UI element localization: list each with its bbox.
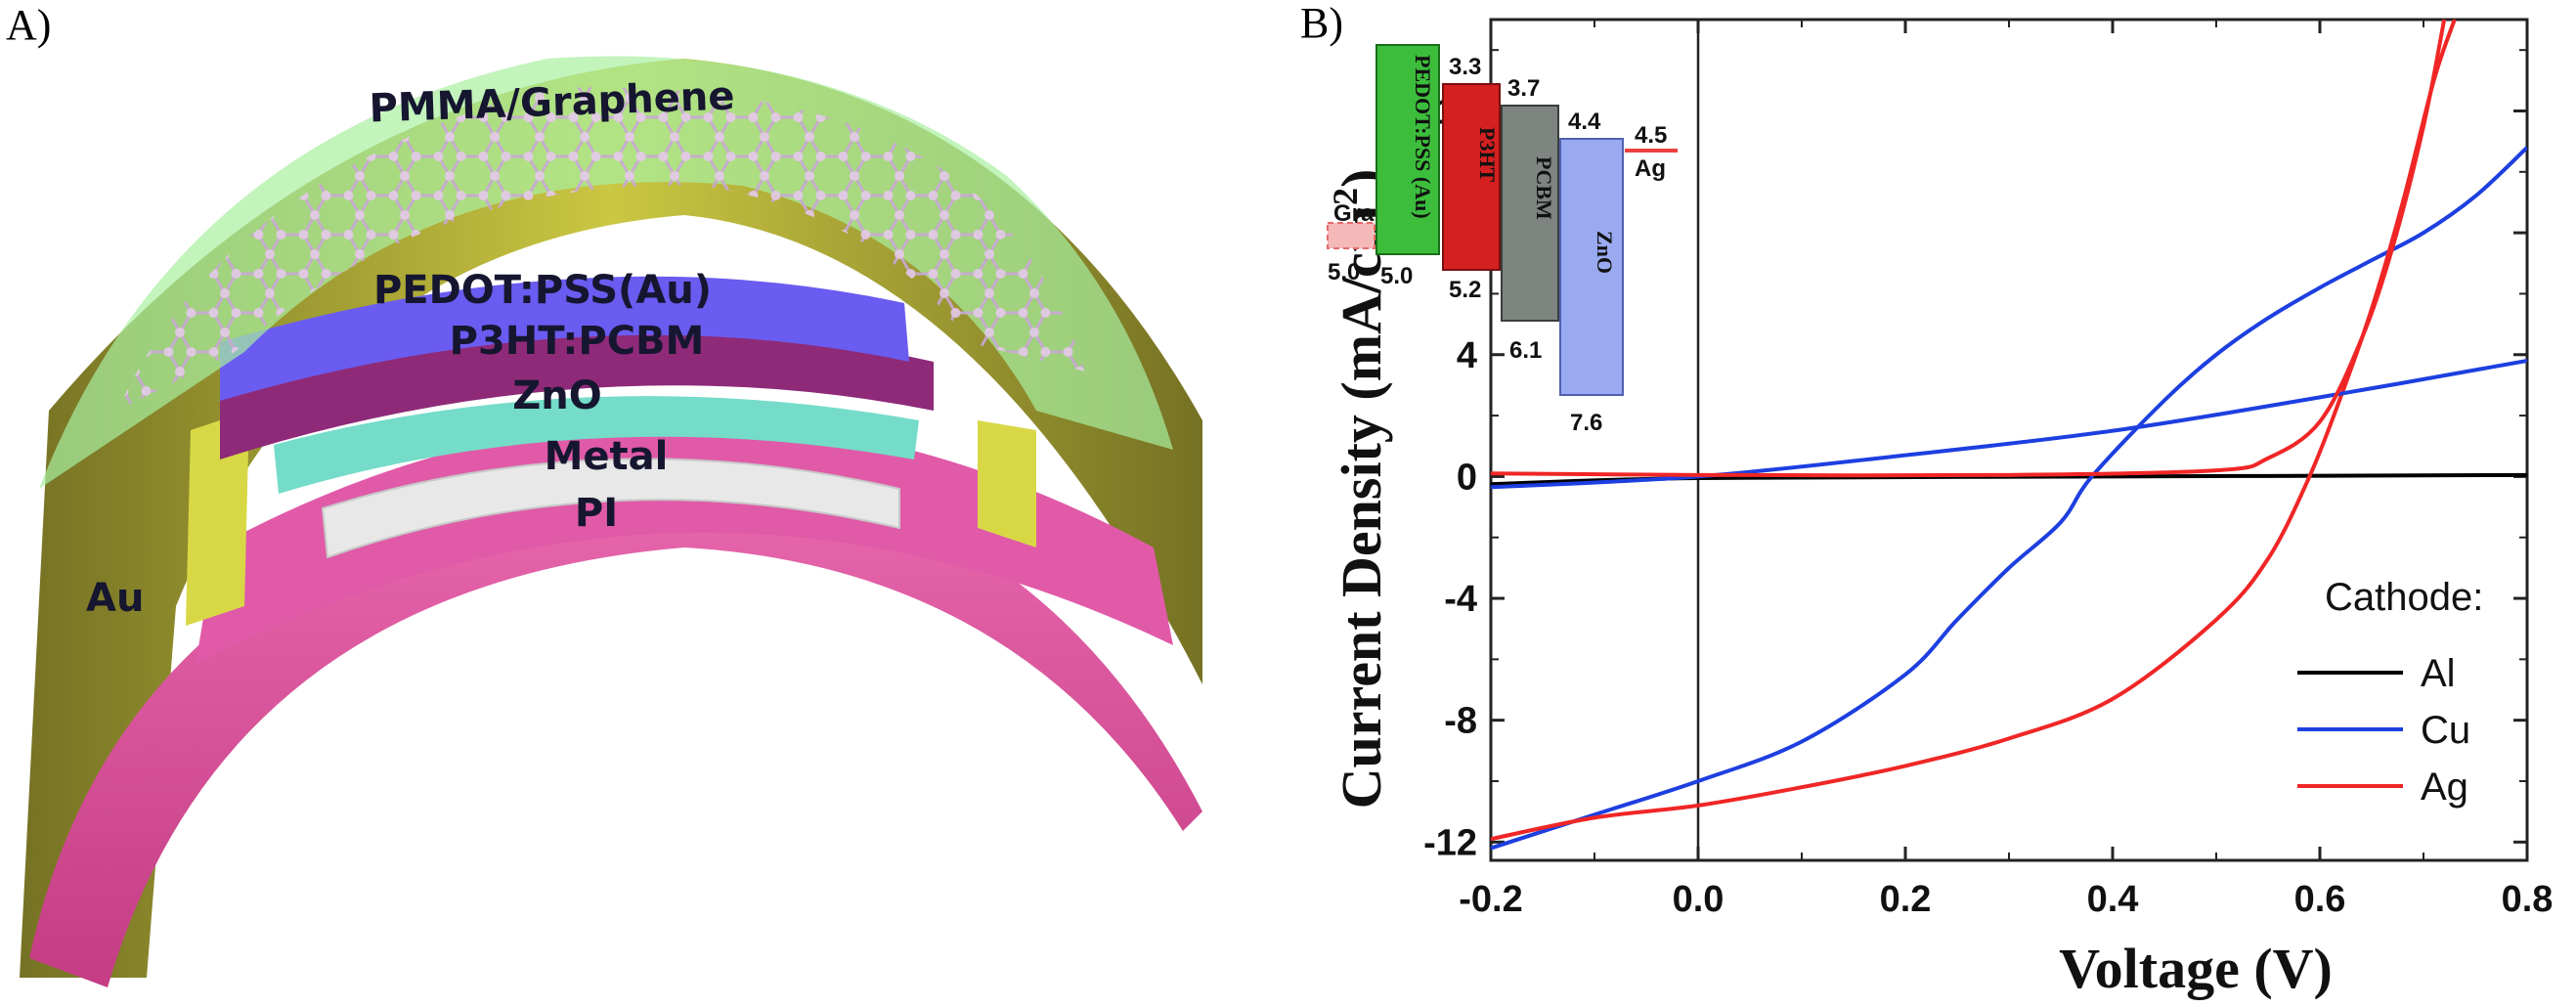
panel-a-label: A) bbox=[6, 1, 51, 49]
legend: Cathode: Al Cu Ag bbox=[2297, 576, 2483, 809]
inset-pcbm-bar bbox=[1501, 105, 1559, 322]
y-axis-title-superscript: 2 bbox=[1326, 188, 1365, 205]
jv-chart: B) -0.20.00.20.40.60.8-12-8-404812 Volta… bbox=[1300, 0, 2554, 1000]
inset-value-zno-lumo: 4.4 bbox=[1568, 109, 1601, 135]
series-line-cu-dark bbox=[1491, 359, 2527, 490]
label-zno: ZnO bbox=[512, 373, 601, 418]
p3ht-pcbm-layer bbox=[220, 328, 934, 460]
inset-graphene-level bbox=[1327, 222, 1375, 249]
au-strip-left bbox=[186, 411, 249, 626]
x-tick-label: 0.4 bbox=[2087, 879, 2139, 920]
x-tick-label: -0.2 bbox=[1459, 879, 1522, 920]
y-tick-label: -12 bbox=[1423, 822, 1477, 863]
inset-value-gra: 5.0 bbox=[1328, 259, 1360, 285]
zno-layer bbox=[274, 396, 919, 494]
series-line-cu bbox=[1491, 146, 2527, 851]
series-line-ag bbox=[1491, 20, 2457, 842]
label-p3ht-pcbm: P3HT:PCBM bbox=[450, 319, 705, 364]
inset-value-zno-homo: 7.6 bbox=[1570, 410, 1602, 436]
metal-layer bbox=[321, 458, 900, 559]
y-tick-label: 0 bbox=[1457, 457, 1477, 498]
y-tick-label: -8 bbox=[1444, 701, 1477, 742]
inset-value-pedot: 5.0 bbox=[1380, 263, 1413, 289]
inset-value-pcbm-lumo: 3.7 bbox=[1507, 75, 1540, 102]
inset-pedot-bar bbox=[1375, 44, 1440, 255]
x-axis-title: Voltage (V) bbox=[2059, 937, 2333, 1000]
inset-label-p3ht: P3HT bbox=[1475, 127, 1500, 183]
inset-value-p3ht-lumo: 3.3 bbox=[1449, 54, 1481, 80]
x-tick-label: 0.6 bbox=[2294, 879, 2346, 920]
au-strip-right bbox=[978, 420, 1036, 547]
label-metal: Metal bbox=[545, 434, 669, 479]
x-tick-label: 0.0 bbox=[1673, 879, 1725, 920]
y-tick-label: 4 bbox=[1457, 335, 1477, 376]
legend-label-ag: Ag bbox=[2421, 766, 2468, 809]
label-pedot-pss: PEDOT:PSS(Au) bbox=[373, 268, 712, 313]
inset-label-zno: ZnO bbox=[1593, 231, 1617, 274]
graphene-lattice bbox=[117, 87, 1085, 411]
y-tick-label: -4 bbox=[1444, 579, 1477, 620]
series-layer bbox=[1491, 20, 2527, 851]
inset-p3ht-bar bbox=[1442, 83, 1501, 271]
series-line-ag-dark bbox=[1491, 20, 2447, 478]
inset-value-p3ht-homo: 5.2 bbox=[1449, 277, 1481, 303]
x-tick-label: 0.8 bbox=[2502, 879, 2554, 920]
legend-label-cu: Cu bbox=[2421, 709, 2470, 752]
pedot-pss-layer bbox=[220, 276, 909, 401]
inset-value-ag: 4.5 bbox=[1635, 122, 1667, 149]
inset-label-ag: Ag bbox=[1635, 155, 1666, 182]
energy-level-inset: Gra 5.0 PEDOT:PSS (Au) 5.0 P3HT 3.3 5.2 … bbox=[1327, 44, 1678, 436]
legend-label-al: Al bbox=[2421, 652, 2456, 695]
inset-label-gra: Gra bbox=[1333, 200, 1375, 227]
x-tick-label: 0.2 bbox=[1880, 879, 1932, 920]
inset-label-pcbm: PCBM bbox=[1532, 156, 1556, 220]
legend-title: Cathode: bbox=[2325, 576, 2483, 619]
inset-label-pedot: PEDOT:PSS (Au) bbox=[1411, 55, 1435, 219]
inset-value-pcbm-homo: 6.1 bbox=[1509, 337, 1542, 364]
y-axis-title-main: Current Density (mA/cm bbox=[1330, 205, 1393, 809]
panel-b-label: B) bbox=[1300, 0, 1343, 47]
device-schematic: A) PMMA/Graphene PEDOT:PSS(Au) P3HT:PCBM… bbox=[6, 1, 1202, 987]
label-au: Au bbox=[86, 576, 144, 621]
inset-zno-bar bbox=[1559, 138, 1624, 396]
label-pi: PI bbox=[575, 491, 618, 536]
